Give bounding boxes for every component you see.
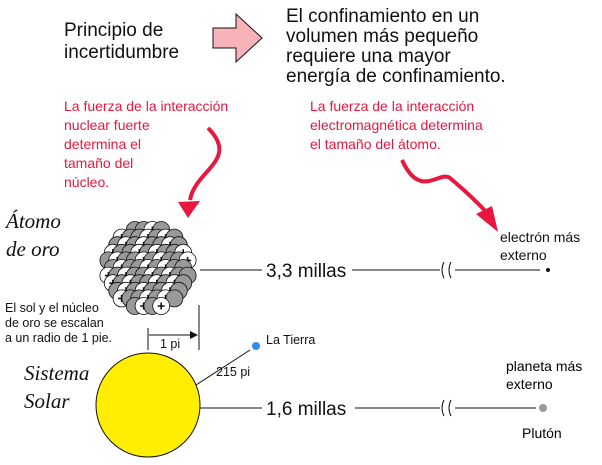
note-nuclear: La fuerza de la interacción nuclear fuert… xyxy=(64,98,228,190)
red-arrow xyxy=(400,159,490,216)
radius-label: 1 pi xyxy=(160,337,180,351)
planet-label: planeta más externo xyxy=(506,358,582,392)
nucleus xyxy=(99,221,197,315)
note-em: La fuerza de la interacción electromagnét… xyxy=(310,98,483,152)
solar-distance: 1,6 millas xyxy=(266,399,346,420)
solar-label: Sistema Solar xyxy=(24,361,89,413)
sun xyxy=(95,352,201,458)
line xyxy=(195,349,251,386)
scale-note: El sol y el núcleo de oro se escalan a un … xyxy=(5,301,112,345)
neutron xyxy=(165,289,184,308)
red-arrow-head xyxy=(476,206,498,232)
break xyxy=(441,261,452,279)
break xyxy=(441,399,452,417)
header-right: El confinamiento en un volumen más pequeñ… xyxy=(286,6,506,87)
earth-distance: 215 pi xyxy=(216,365,250,379)
electron xyxy=(546,268,550,272)
red-arrow xyxy=(188,126,222,201)
pluto-label: Plutón xyxy=(522,425,562,441)
header-left: Principio de incertidumbre xyxy=(64,20,179,63)
atom-distance: 3,3 millas xyxy=(266,261,346,282)
electron-label: electrón más externo xyxy=(500,229,580,263)
earth xyxy=(252,342,260,350)
red-arrow-head xyxy=(178,201,200,218)
plus xyxy=(157,302,165,310)
atom-label: Átomo de oro xyxy=(4,209,61,261)
big-arrow xyxy=(212,12,263,64)
pluto xyxy=(539,404,547,412)
earth-label: La Tierra xyxy=(266,333,315,347)
